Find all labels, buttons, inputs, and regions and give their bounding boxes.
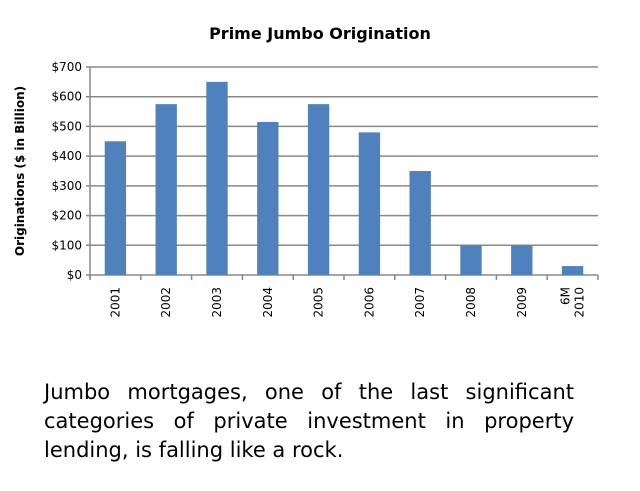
x-tick-label: 2009 [515, 287, 529, 318]
bar [561, 266, 584, 275]
bar [104, 141, 127, 275]
x-tick-label: 6M2010 [559, 287, 587, 318]
bar [257, 121, 279, 275]
y-tick-label: $500 [51, 119, 82, 133]
bar [409, 171, 431, 275]
caption: Jumbo mortgages, one of the last signifi… [44, 378, 574, 465]
bar [460, 245, 482, 275]
caption-line: Jumbo mortgages, one of the last signifi… [44, 380, 574, 404]
x-tick-label: 2004 [261, 287, 275, 318]
y-tick-label: $600 [51, 90, 82, 104]
x-tick-label: 2005 [312, 287, 326, 318]
y-tick-label: $0 [67, 268, 82, 282]
x-tick-label: 2002 [159, 287, 173, 318]
x-tick-label: 2008 [464, 287, 478, 318]
caption-line: lending, is falling like a rock. [44, 438, 344, 462]
bar [307, 104, 330, 276]
x-tick-label: 2001 [108, 287, 122, 318]
x-tick-label: 2007 [413, 287, 427, 318]
caption-line: categories of private investment in prop… [44, 409, 574, 433]
bar [155, 104, 177, 276]
y-tick-label: $200 [51, 209, 82, 223]
x-tick-label: 2003 [210, 287, 224, 318]
bar-chart: $0 $100 $200 $300 $400 $500 $600 $700 2001 2002 20… [13, 60, 599, 318]
x-tick-label: 2006 [362, 287, 376, 318]
bar [206, 81, 228, 275]
y-tick-label: $400 [51, 149, 82, 163]
chart-title: Prime Jumbo Origination [209, 24, 431, 43]
y-tick-label: $100 [51, 238, 82, 252]
y-tick-label: $700 [51, 60, 82, 74]
bar [511, 245, 533, 275]
y-tick-label: $300 [51, 179, 82, 193]
y-axis-label: Originations ($ in Billion) [13, 86, 27, 256]
bar [358, 132, 381, 275]
